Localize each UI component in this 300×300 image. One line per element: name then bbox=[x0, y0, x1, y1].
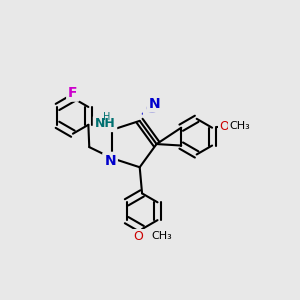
Text: O: O bbox=[220, 120, 230, 133]
Text: CH₃: CH₃ bbox=[229, 121, 250, 131]
Text: N: N bbox=[149, 97, 160, 111]
Text: N: N bbox=[104, 154, 116, 168]
Text: O: O bbox=[134, 230, 143, 243]
Text: H: H bbox=[103, 112, 110, 122]
Text: F: F bbox=[68, 86, 78, 100]
Text: CH₃: CH₃ bbox=[151, 232, 172, 242]
Text: NH: NH bbox=[94, 117, 116, 130]
Text: C: C bbox=[145, 102, 155, 116]
